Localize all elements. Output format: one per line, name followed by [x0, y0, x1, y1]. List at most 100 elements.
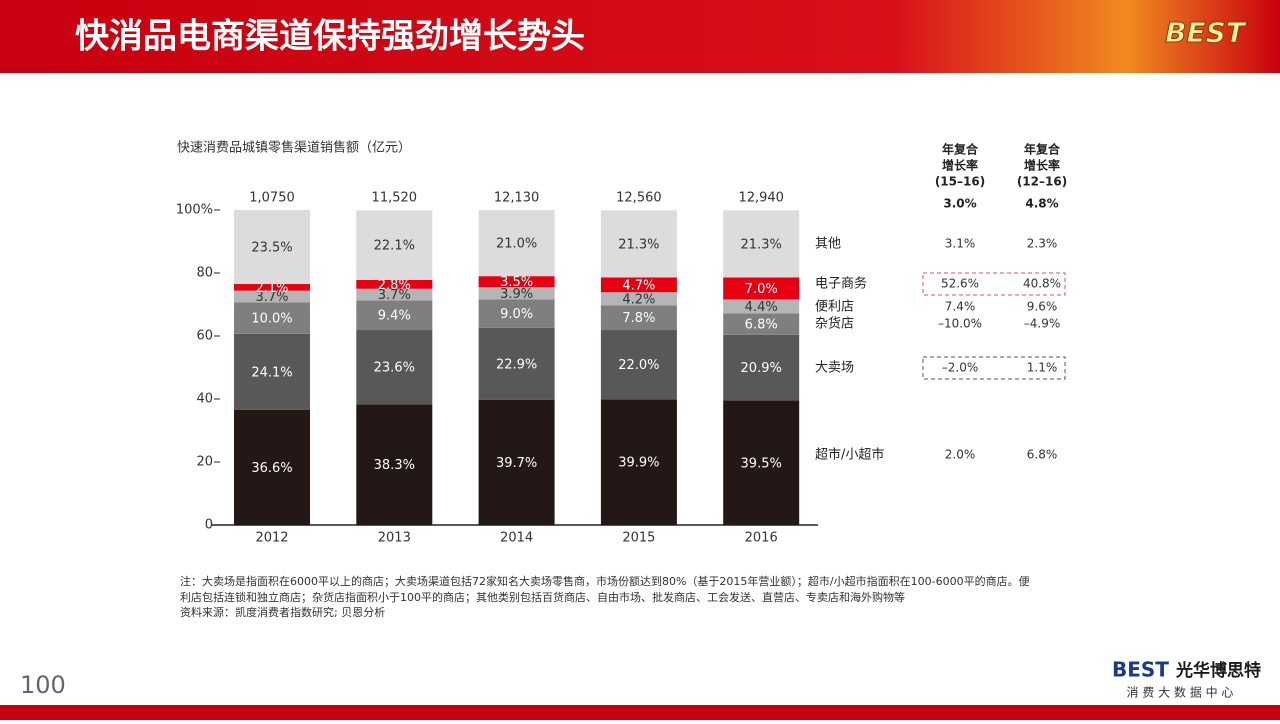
legend-label: 杂货店 — [815, 316, 854, 332]
value-label: 22.9% — [496, 357, 537, 372]
y-tick-label: 0 — [205, 518, 213, 533]
page-number: 100 — [20, 671, 66, 699]
y-tick-label: 20 — [196, 455, 213, 470]
value-label: 4.7% — [622, 278, 655, 293]
cagr-value: 2.0% — [945, 448, 976, 462]
value-label: 2.8% — [378, 278, 411, 293]
cagr-value: –2.0% — [942, 361, 979, 375]
footer-band — [0, 705, 1280, 720]
bar-segment — [600, 399, 677, 525]
value-label: 38.3% — [374, 458, 415, 473]
value-label: 23.6% — [374, 361, 415, 376]
bar-segment — [723, 210, 800, 278]
cagr-value: 40.8% — [1023, 277, 1061, 291]
value-label: 9.0% — [500, 307, 533, 322]
value-label: 20.9% — [741, 361, 782, 376]
cagr-value: 6.8% — [1027, 448, 1058, 462]
value-label: 7.0% — [745, 282, 778, 297]
bar-segment — [356, 279, 433, 289]
bar-segment — [723, 334, 800, 401]
value-label: 36.6% — [251, 461, 292, 476]
value-label: 21.0% — [496, 237, 537, 252]
value-label: 24.1% — [251, 365, 292, 380]
value-label: 21.3% — [741, 237, 782, 252]
cagr-value: 1.1% — [1027, 361, 1058, 375]
value-label: 7.8% — [622, 311, 655, 326]
y-tick-label: 60 — [196, 329, 213, 344]
bar-segment — [478, 399, 555, 525]
y-tick-label: 40 — [196, 392, 213, 407]
value-label: 2.1% — [255, 281, 288, 296]
bar-segment — [478, 287, 555, 300]
cagr-value: 7.4% — [945, 300, 976, 314]
highlight-box — [922, 356, 1066, 380]
value-label: 3.9% — [500, 287, 533, 302]
bar-segment — [600, 305, 677, 331]
value-label: 3.7% — [378, 288, 411, 303]
header-band — [0, 0, 1280, 73]
cagr-value: 2.3% — [1027, 237, 1058, 251]
cagr-value: 3.1% — [945, 237, 976, 251]
note-line: 注：大卖场是指面积在6000平以上的商店；大卖场渠道包括72家知名大卖场零售商，… — [180, 574, 1030, 588]
y-tick-label: 80 — [196, 266, 213, 281]
cagr-header: 增长率 — [942, 158, 978, 173]
footer-logo: BEST — [1112, 658, 1169, 682]
bar-segment — [478, 276, 555, 288]
cagr-header: 年复合 — [1024, 142, 1061, 157]
y-tick-label: 100% — [176, 203, 213, 218]
bar-segment — [356, 288, 433, 301]
chart-title: 快速消费品城镇零售渠道销售额（亿元） — [177, 140, 411, 156]
cagr-value: 52.6% — [941, 277, 979, 291]
bar-segment — [723, 299, 800, 314]
cagr-value: –10.0% — [938, 317, 982, 331]
x-tick-label: 2012 — [255, 531, 288, 546]
bar-segment — [356, 404, 433, 525]
header-logo: BEST — [1165, 16, 1247, 49]
bar-segment — [600, 292, 677, 306]
value-label: 4.4% — [745, 300, 778, 315]
value-label: 39.9% — [618, 456, 659, 471]
value-label: 39.5% — [741, 456, 782, 471]
bar-segment — [234, 302, 310, 334]
legend-label: 大卖场 — [815, 361, 854, 376]
legend-label: 其他 — [815, 237, 841, 252]
value-label: 21.3% — [618, 237, 659, 252]
cagr-header: (15–16) — [935, 175, 985, 189]
x-tick-label: 2016 — [745, 531, 778, 546]
value-label: 22.1% — [374, 239, 415, 254]
value-label: 39.7% — [496, 456, 537, 471]
total-label: 12,940 — [738, 191, 784, 206]
bar-segment — [234, 290, 310, 303]
footer-brand: 光华博思特 — [1175, 660, 1261, 681]
total-label: 1,0750 — [249, 191, 295, 206]
bar-segment — [234, 409, 310, 525]
legend-label: 便利店 — [815, 300, 854, 315]
footer-subtitle: 消 费 大 数 据 中 心 — [1127, 685, 1234, 700]
value-label: 3.5% — [500, 275, 533, 290]
legend-label: 超市/小超市 — [815, 447, 884, 463]
cagr-header: 年复合 — [942, 142, 979, 157]
bar-segment — [723, 277, 800, 300]
bar-segment — [478, 210, 555, 277]
bar-segment — [234, 284, 310, 291]
cagr-header: (12–16) — [1017, 175, 1067, 189]
bar-segment — [356, 330, 433, 405]
cagr-value: –4.9% — [1024, 317, 1061, 331]
bar-segment — [234, 210, 310, 285]
source: 资料来源：凯度消费者指数研究; 贝恩分析 — [180, 605, 385, 619]
value-label: 3.7% — [255, 290, 288, 305]
cagr-value: 9.6% — [1027, 300, 1058, 314]
total-label: 12,130 — [494, 191, 540, 206]
value-label: 22.0% — [618, 358, 659, 373]
value-label: 23.5% — [251, 241, 292, 256]
total-label: 12,560 — [616, 191, 662, 206]
note-line: 利店包括连锁和独立商店；杂货店指面积小于100平的商店；其他类别包括百货商店、自… — [180, 590, 905, 604]
x-tick-label: 2015 — [622, 531, 655, 546]
value-label: 9.4% — [378, 309, 411, 324]
bar-segment — [478, 327, 555, 400]
cagr-header: 增长率 — [1024, 158, 1060, 173]
cagr-total: 4.8% — [1025, 197, 1058, 211]
value-label: 10.0% — [251, 312, 292, 327]
value-label: 6.8% — [745, 318, 778, 333]
